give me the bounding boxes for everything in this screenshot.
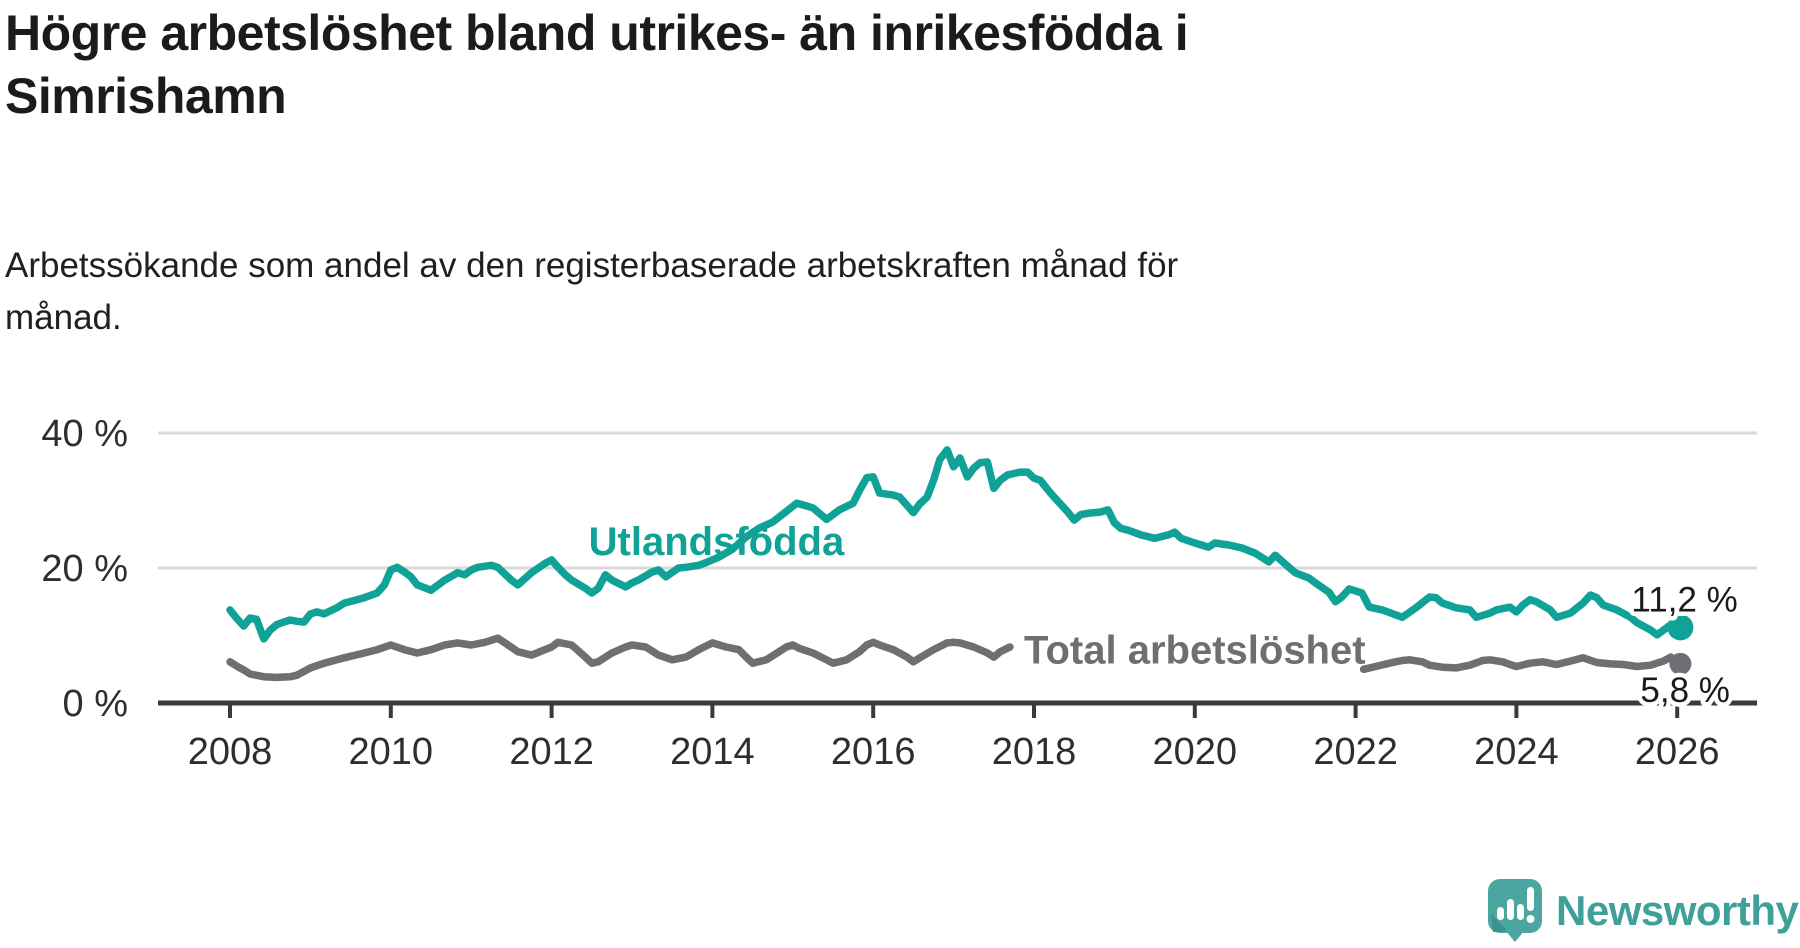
x-axis-label: 2020 xyxy=(1153,731,1238,773)
bar-icon xyxy=(1497,907,1504,920)
series-label: Utlandsfödda xyxy=(589,520,845,564)
series-line-1 xyxy=(226,634,1014,682)
page-subtitle: Arbetssökande som andel av den registerb… xyxy=(5,246,1179,337)
y-axis-label: 0 % xyxy=(63,683,128,725)
end-value-label: 11,2 % xyxy=(1631,580,1737,619)
x-axis-label: 2016 xyxy=(831,731,916,773)
x-axis-label: 2024 xyxy=(1474,731,1559,773)
exclamation-dot xyxy=(1526,915,1535,923)
x-axis-label: 2026 xyxy=(1635,731,1720,773)
newsworthy-wordmark: Newsworthy xyxy=(1556,887,1799,934)
series-end-dot xyxy=(1669,652,1692,675)
series-end-dot xyxy=(1667,614,1694,641)
y-axis-label: 40 % xyxy=(41,413,128,455)
y-axis-label: 20 % xyxy=(41,548,128,590)
page-title: Högre arbetslöshet bland utrikes- än inr… xyxy=(5,5,1189,124)
series-line-1 xyxy=(1359,653,1685,674)
x-axis-label: 2008 xyxy=(188,731,273,773)
x-axis-label: 2014 xyxy=(670,731,755,773)
series-line-0 xyxy=(226,446,1685,643)
newsworthy-logo: Newsworthy xyxy=(1487,878,1799,944)
x-axis-label: 2010 xyxy=(349,731,434,773)
end-value-label: 5,8 % xyxy=(1640,671,1730,710)
bar-icon xyxy=(1517,904,1524,920)
newsworthy-icon xyxy=(1488,879,1542,942)
bar-icon xyxy=(1507,899,1514,920)
x-axis-label: 2012 xyxy=(509,731,594,773)
x-axis-label: 2022 xyxy=(1313,731,1398,773)
exclamation-icon xyxy=(1527,887,1534,911)
series-label: Total arbetslöshet xyxy=(1024,629,1366,673)
x-axis-label: 2018 xyxy=(992,731,1077,773)
